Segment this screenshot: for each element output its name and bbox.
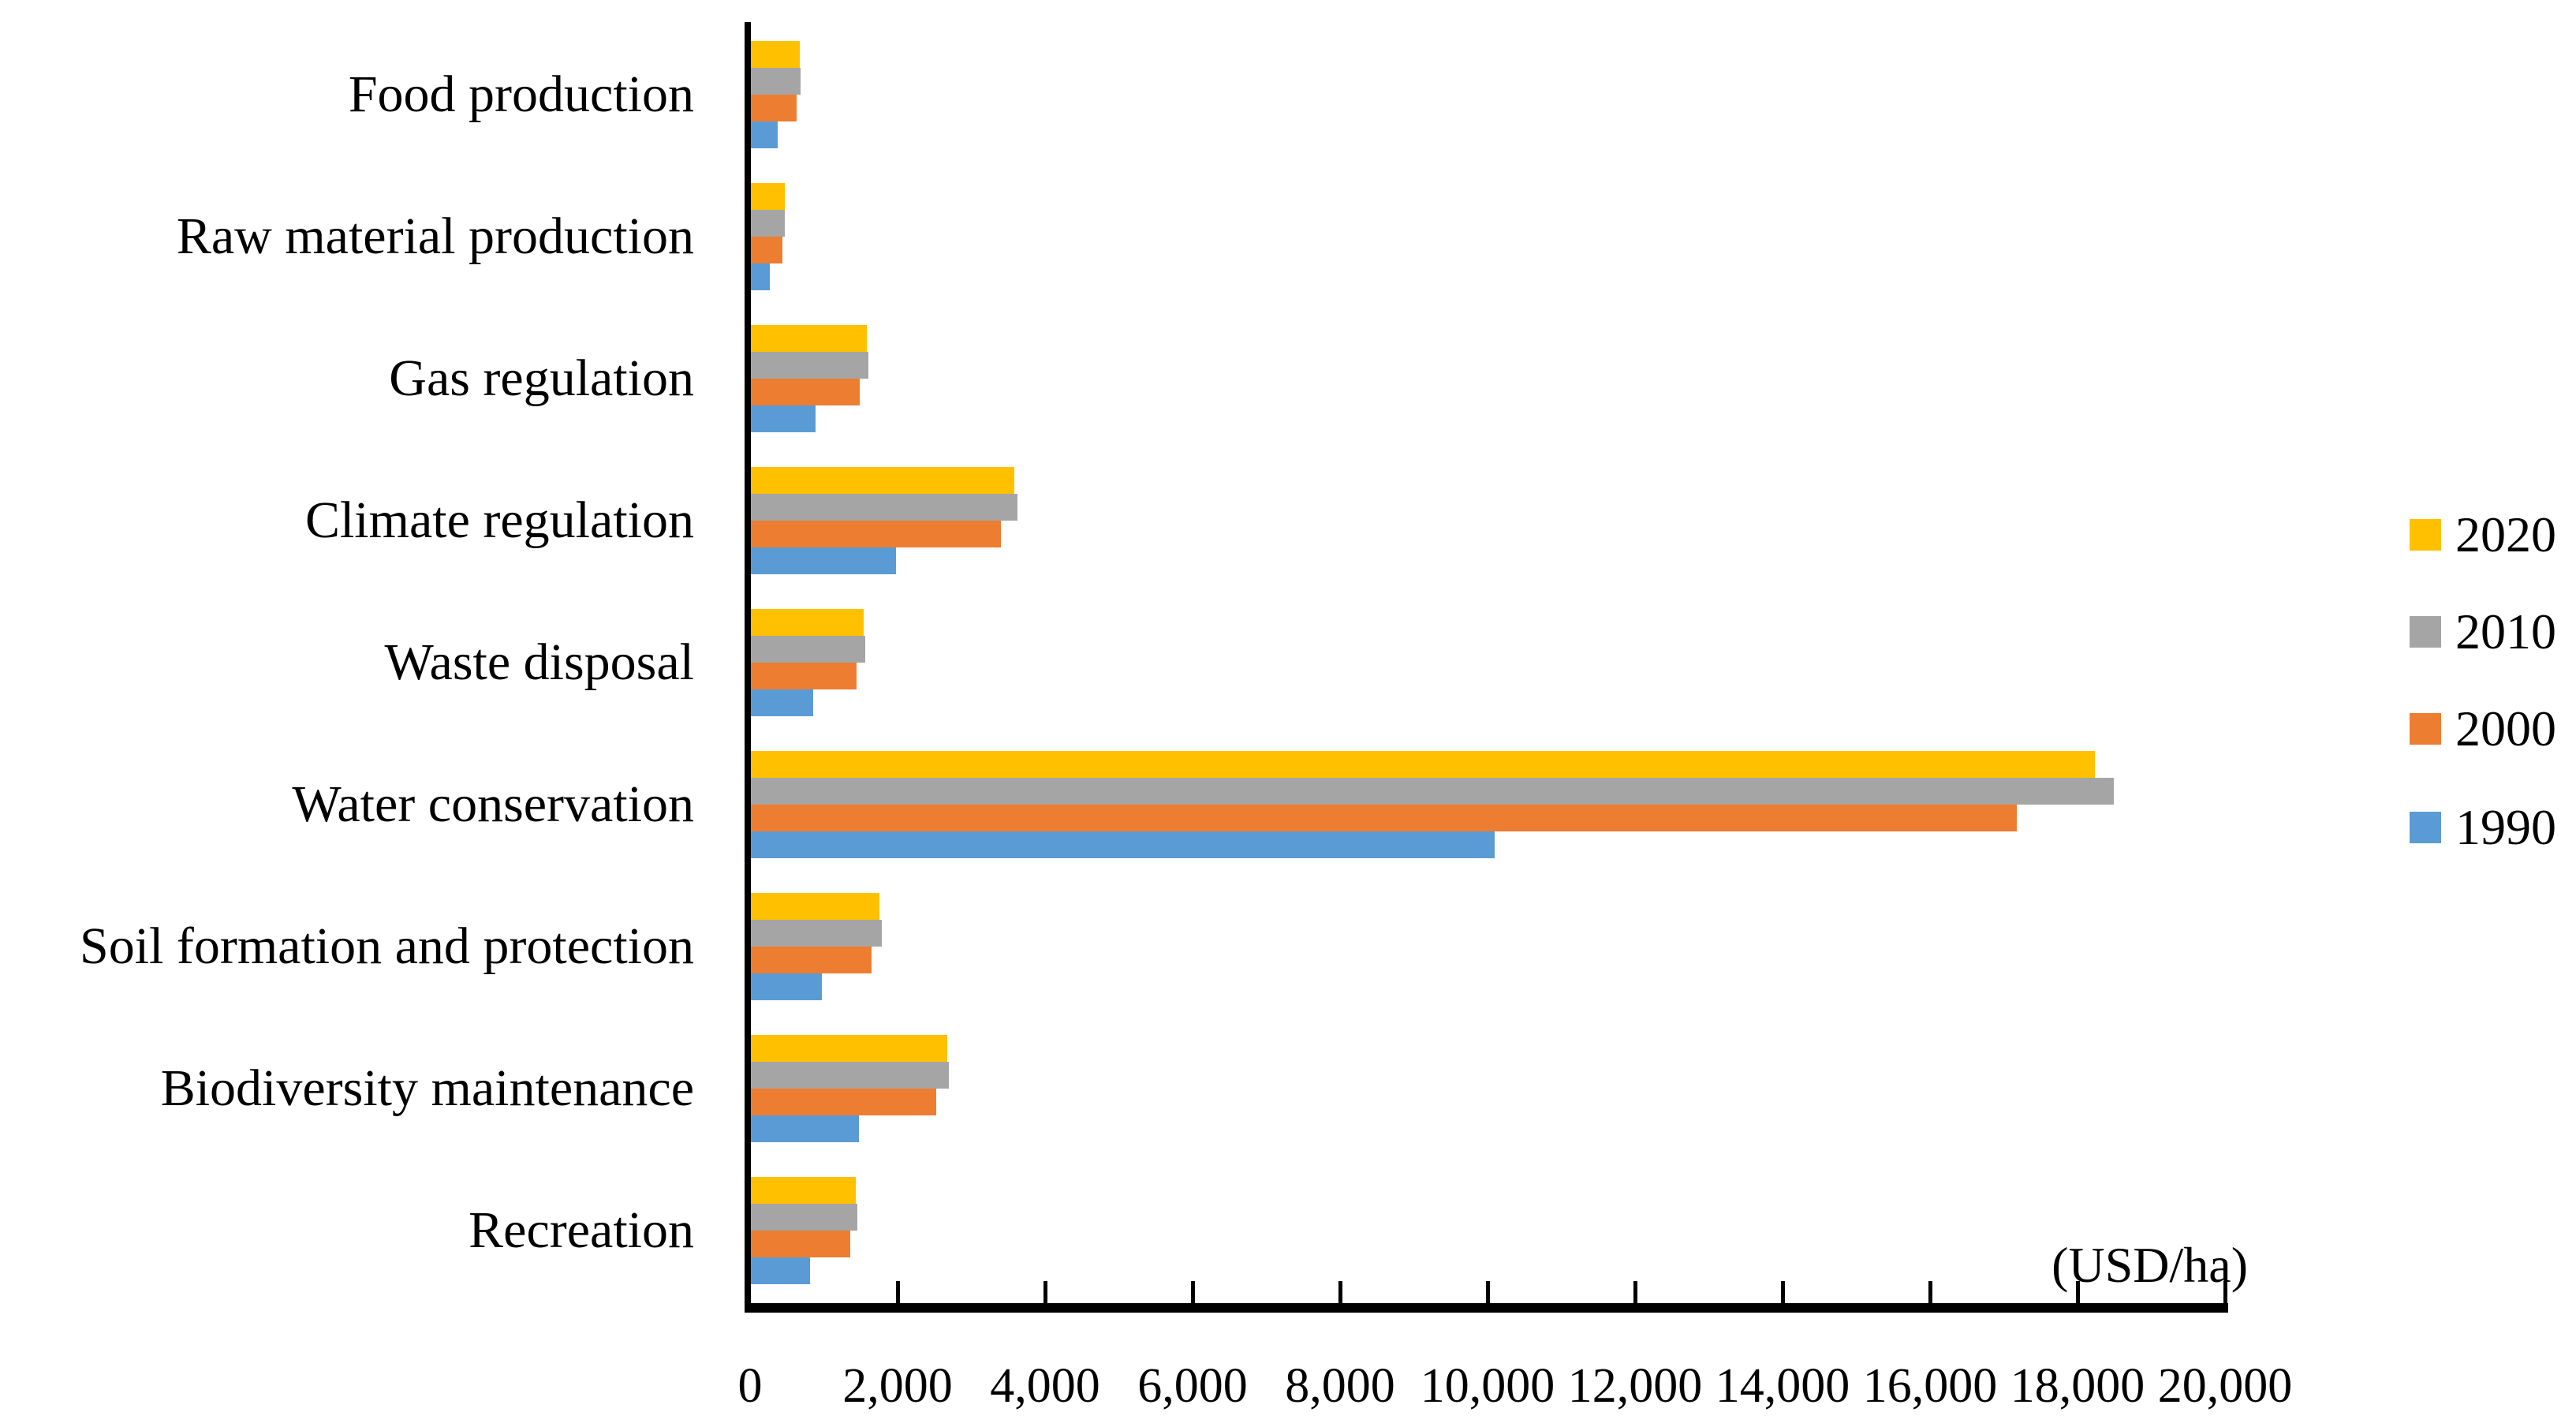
legend-label: 1990 (2455, 799, 2556, 855)
category-label: Raw material production (176, 207, 694, 265)
legend-label: 2020 (2455, 506, 2556, 562)
x-axis-tick-mark (2223, 1281, 2227, 1303)
x-axis-tick-mark (1781, 1281, 1785, 1303)
bar-2010-category-7 (750, 1062, 949, 1089)
x-axis-tick-label: 20,000 (2157, 1359, 2293, 1413)
bar-2020-category-8 (750, 1177, 856, 1204)
y-axis-line (745, 22, 751, 1313)
bar-2010-category-5 (750, 778, 2114, 805)
bar-2020-category-6 (750, 893, 879, 920)
bar-2000-category-4 (750, 663, 857, 689)
x-axis-tick-mark (2076, 1281, 2080, 1303)
category-label: Climate regulation (304, 491, 694, 549)
legend-swatch-2020 (2410, 519, 2441, 551)
bar-1990-category-0 (750, 121, 778, 148)
bar-2020-category-0 (750, 41, 800, 68)
legend-swatch-1990 (2410, 812, 2441, 843)
x-axis-tick-mark (1633, 1281, 1637, 1303)
bar-1990-category-2 (750, 405, 816, 432)
x-axis-tick-label: 12,000 (1567, 1359, 1703, 1413)
bar-2000-category-5 (750, 805, 2017, 831)
x-axis-tick-mark (1191, 1281, 1195, 1303)
category-label: Food production (348, 65, 694, 123)
bar-2000-category-7 (750, 1089, 936, 1115)
x-axis-tick-label: 10,000 (1420, 1359, 1555, 1413)
x-axis-tick-label: 2,000 (842, 1359, 953, 1413)
bar-2020-category-4 (750, 609, 864, 636)
x-axis-tick-mark (1338, 1281, 1342, 1303)
x-axis-tick-label: 14,000 (1715, 1359, 1850, 1413)
bar-2010-category-3 (750, 494, 1017, 521)
bar-1990-category-6 (750, 973, 822, 1000)
bar-1990-category-3 (750, 547, 896, 574)
bar-2000-category-8 (750, 1231, 850, 1257)
bar-2010-category-6 (750, 920, 882, 947)
category-label: Water conservation (292, 775, 694, 833)
x-axis-tick-mark (1043, 1281, 1047, 1303)
bar-2000-category-0 (750, 95, 797, 121)
x-axis-tick-mark (1486, 1281, 1490, 1303)
x-axis-unit-label: (USD/ha) (2051, 1237, 2248, 1293)
bar-2000-category-2 (750, 379, 860, 405)
bar-2020-category-3 (750, 467, 1014, 494)
x-axis-tick-label: 6,000 (1137, 1359, 1248, 1413)
x-axis-tick-label: 4,000 (990, 1359, 1100, 1413)
x-axis-tick-label: 0 (737, 1359, 763, 1413)
bar-1990-category-8 (750, 1257, 810, 1284)
legend-label: 2010 (2455, 603, 2556, 659)
legend-swatch-2000 (2410, 713, 2441, 745)
x-axis-tick-mark (1928, 1281, 1932, 1303)
bar-2020-category-1 (750, 183, 785, 210)
bar-2000-category-3 (750, 521, 1001, 547)
x-axis-line (745, 1303, 2228, 1313)
bar-2000-category-1 (750, 237, 782, 263)
category-label: Biodiversity maintenance (160, 1059, 694, 1117)
x-axis-tick-label: 8,000 (1285, 1359, 1395, 1413)
x-axis-tick-mark (896, 1281, 900, 1303)
legend-label: 2000 (2455, 700, 2556, 756)
x-axis-tick-label: 18,000 (2010, 1359, 2145, 1413)
bar-1990-category-4 (750, 689, 813, 716)
bar-2020-category-7 (750, 1035, 947, 1062)
bar-2010-category-8 (750, 1204, 857, 1231)
bar-2000-category-6 (750, 947, 872, 973)
bar-2020-category-5 (750, 751, 2095, 778)
category-label: Waste disposal (384, 633, 694, 691)
bar-1990-category-5 (750, 831, 1495, 858)
bar-1990-category-1 (750, 263, 770, 290)
category-label: Gas regulation (389, 349, 694, 407)
bar-2020-category-2 (750, 325, 867, 352)
category-label: Recreation (469, 1201, 694, 1259)
x-axis-tick-label: 16,000 (1862, 1359, 1998, 1413)
bar-2010-category-1 (750, 210, 785, 237)
bar-2010-category-4 (750, 636, 865, 663)
bar-2010-category-0 (750, 68, 801, 95)
category-label: Soil formation and protection (79, 917, 694, 975)
bar-1990-category-7 (750, 1115, 859, 1142)
legend-swatch-2010 (2410, 616, 2441, 648)
bar-2010-category-2 (750, 352, 868, 379)
